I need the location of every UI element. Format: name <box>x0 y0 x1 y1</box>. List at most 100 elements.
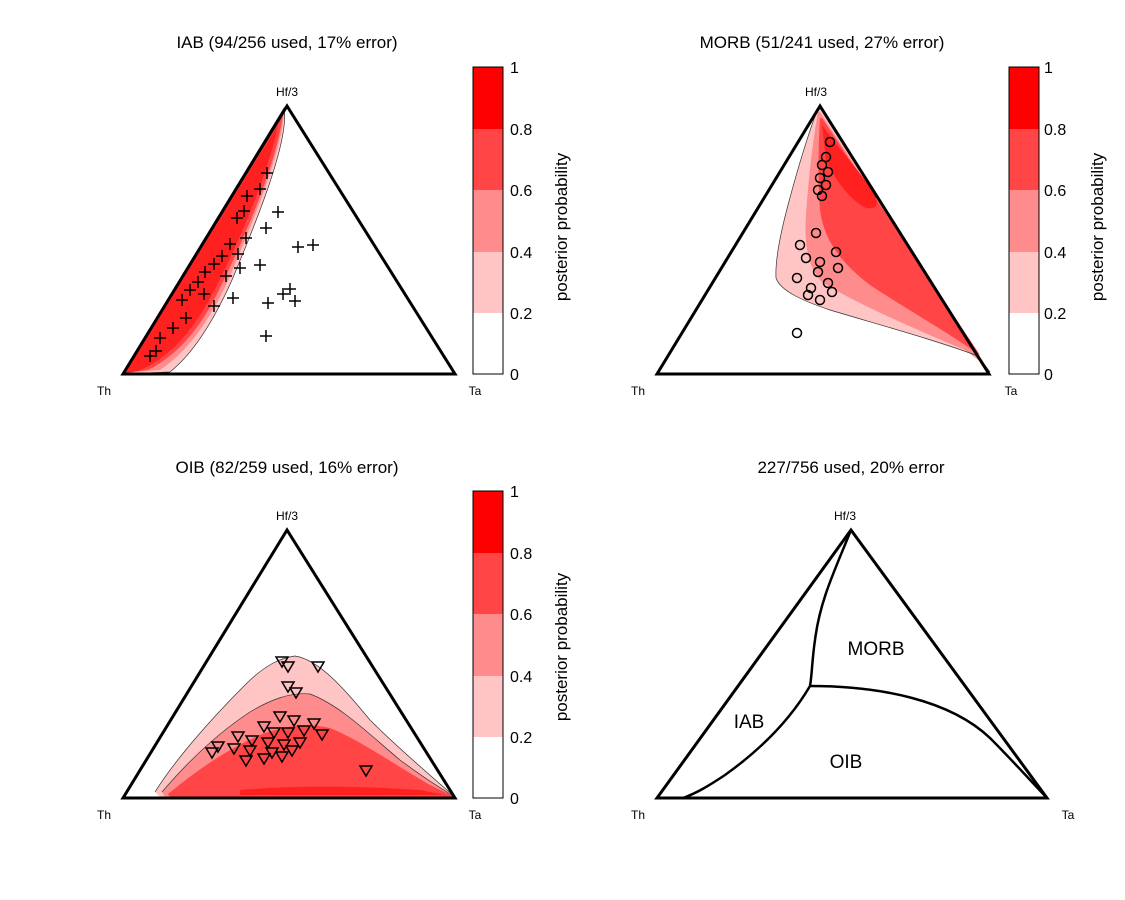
sample-marker-morb <box>816 159 828 171</box>
sample-marker-morb <box>832 262 844 274</box>
sample-marker-oib <box>204 656 374 778</box>
colorbar-band-morb-3 <box>1009 129 1039 190</box>
colorbar-band-morb-2 <box>1009 190 1039 252</box>
sample-marker-morb <box>820 151 832 163</box>
colorbar-label: posterior probability <box>552 572 571 721</box>
colorbar-band-iab-2 <box>473 190 503 252</box>
sample-marker-morb <box>800 252 812 264</box>
colorbar-band-oib-3 <box>473 553 503 614</box>
vertex-label-ta-oib: Ta <box>469 808 482 822</box>
sample-marker-morb <box>791 272 803 284</box>
colorbar-tick-0: 0 <box>510 791 519 808</box>
colorbar-tick-0-6: 0.6 <box>510 607 532 624</box>
colorbar-iab: 0 0.2 0.4 0.6 0.8 1 posterior probabilit… <box>472 60 571 384</box>
colorbar-tick-0-6: 0.6 <box>1044 183 1066 200</box>
colorbar-frame-morb <box>1008 66 1040 375</box>
sample-marker-morb <box>826 286 838 298</box>
colorbar-frame-oib <box>472 490 504 799</box>
sample-marker-morb <box>810 227 822 239</box>
vertex-label-th-combined: Th <box>631 808 645 822</box>
sample-marker-morb <box>802 289 814 301</box>
colorbar-label: posterior probability <box>552 152 571 301</box>
colorbar-band-oib-1 <box>473 676 503 737</box>
colorbar-tick-0-4: 0.4 <box>510 669 532 686</box>
colorbar-tick-1: 1 <box>1044 60 1053 77</box>
colorbar-band-iab-3 <box>473 129 503 190</box>
colorbar-band-morb-0 <box>1009 313 1039 374</box>
colorbar-tick-0-8: 0.8 <box>510 122 532 139</box>
colorbar-band-morb-4 <box>1009 67 1039 129</box>
sample-marker-morb <box>805 282 817 294</box>
colorbar-tick-0-8: 0.8 <box>510 546 532 563</box>
sample-marker-morb <box>822 166 834 178</box>
colorbar-tick-1: 1 <box>510 484 519 501</box>
vertex-label-th-morb: Th <box>631 384 645 398</box>
colorbar-band-oib-4 <box>473 491 503 553</box>
colorbar-tick-1: 1 <box>510 60 519 77</box>
panel-combined: 227/756 used, 20% error Hf/3 Th Ta MORB … <box>631 458 1075 822</box>
ternary-frame-iab <box>120 103 458 376</box>
colorbar-tick-0-2: 0.2 <box>1044 306 1066 323</box>
panel-oib: OIB (82/259 used, 16% error) Hf/3 Th Ta … <box>97 458 571 822</box>
contour-oib-0-8 <box>240 786 445 795</box>
panel-title-iab: IAB (94/256 used, 17% error) <box>176 33 397 52</box>
contour-line-iab <box>121 107 286 375</box>
colorbar-tick-0-4: 0.4 <box>1044 245 1066 262</box>
vertex-label-th-oib: Th <box>97 808 111 822</box>
colorbar-band-iab-1 <box>473 252 503 313</box>
vertex-label-th: Th <box>97 384 111 398</box>
panel-iab: IAB (94/256 used, 17% error) Hf/3 Th Ta … <box>97 33 571 398</box>
colorbar-frame-iab <box>472 66 504 375</box>
colorbar-band-morb-1 <box>1009 252 1039 313</box>
ternary-frame-morb <box>654 103 992 376</box>
contour-line-oib-inner <box>161 693 456 798</box>
vertex-label-hf3-oib: Hf/3 <box>276 509 298 523</box>
colorbar-tick-0: 0 <box>1044 367 1053 384</box>
colorbar-tick-0-2: 0.2 <box>510 730 532 747</box>
colorbar-band-iab-4 <box>473 67 503 129</box>
panel-title-morb: MORB (51/241 used, 27% error) <box>700 33 945 52</box>
sample-marker-morb <box>812 266 824 278</box>
sample-marker-morb <box>814 294 826 306</box>
vertex-label-hf3: Hf/3 <box>276 85 298 99</box>
sample-marker-morb <box>816 190 828 202</box>
vertex-label-ta-combined: Ta <box>1062 808 1075 822</box>
colorbar-tick-0: 0 <box>510 367 519 384</box>
region-label-iab: IAB <box>734 712 765 733</box>
boundary-iab-morb <box>808 529 853 687</box>
panel-title-oib: OIB (82/259 used, 16% error) <box>175 458 398 477</box>
sample-marker-iab <box>144 167 319 362</box>
vertex-label-hf3-combined: Hf/3 <box>834 509 856 523</box>
contour-line-morb <box>775 107 991 373</box>
colorbar-tick-0-8: 0.8 <box>1044 122 1066 139</box>
contour-oib-0-6 <box>168 725 455 797</box>
sample-marker-morb <box>814 172 826 184</box>
sample-marker-morb <box>814 256 826 268</box>
vertex-label-hf3-morb: Hf/3 <box>805 85 827 99</box>
vertex-label-ta: Ta <box>469 384 482 398</box>
samples-iab <box>144 167 319 362</box>
colorbar-morb: 0 0.2 0.4 0.6 0.8 1 posterior probabilit… <box>1008 60 1107 384</box>
ternary-frame-combined <box>654 527 1050 800</box>
colorbar-tick-0-4: 0.4 <box>510 245 532 262</box>
contour-line-oib <box>154 655 456 798</box>
sample-marker-morb <box>824 136 836 148</box>
panel-morb: MORB (51/241 used, 27% error) Hf/3 Th Ta <box>631 33 1107 398</box>
colorbar-oib: 0 0.2 0.4 0.6 0.8 1 posterior probabilit… <box>472 484 571 808</box>
ternary-frame-oib <box>120 527 458 800</box>
vertex-label-ta-morb: Ta <box>1005 384 1018 398</box>
sample-marker-morb <box>830 246 842 258</box>
colorbar-tick-0-6: 0.6 <box>510 183 532 200</box>
colorbar-band-oib-2 <box>473 614 503 676</box>
sample-marker-morb <box>794 239 806 251</box>
colorbar-tick-0-2: 0.2 <box>510 306 532 323</box>
colorbar-band-iab-0 <box>473 313 503 374</box>
sample-marker-morb <box>791 327 803 339</box>
region-label-oib: OIB <box>830 752 863 773</box>
contours-morb <box>775 107 991 373</box>
colorbar-label: posterior probability <box>1088 152 1107 301</box>
samples-oib <box>204 656 374 778</box>
colorbar-band-oib-0 <box>473 737 503 798</box>
contour-morb-0-8 <box>822 125 877 209</box>
